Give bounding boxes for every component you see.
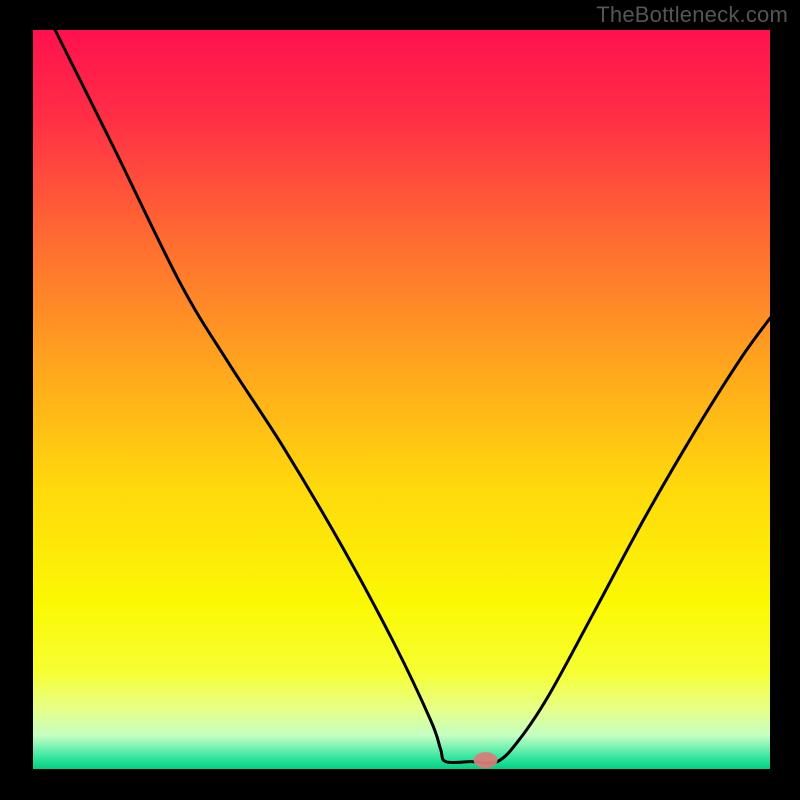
border-left [0,0,33,800]
optimum-marker [474,752,498,768]
chart-container: TheBottleneck.com [0,0,800,800]
border-bottom [0,769,800,800]
bottleneck-curve-chart [0,0,800,800]
border-right [770,0,800,800]
attribution-label: TheBottleneck.com [596,2,788,28]
